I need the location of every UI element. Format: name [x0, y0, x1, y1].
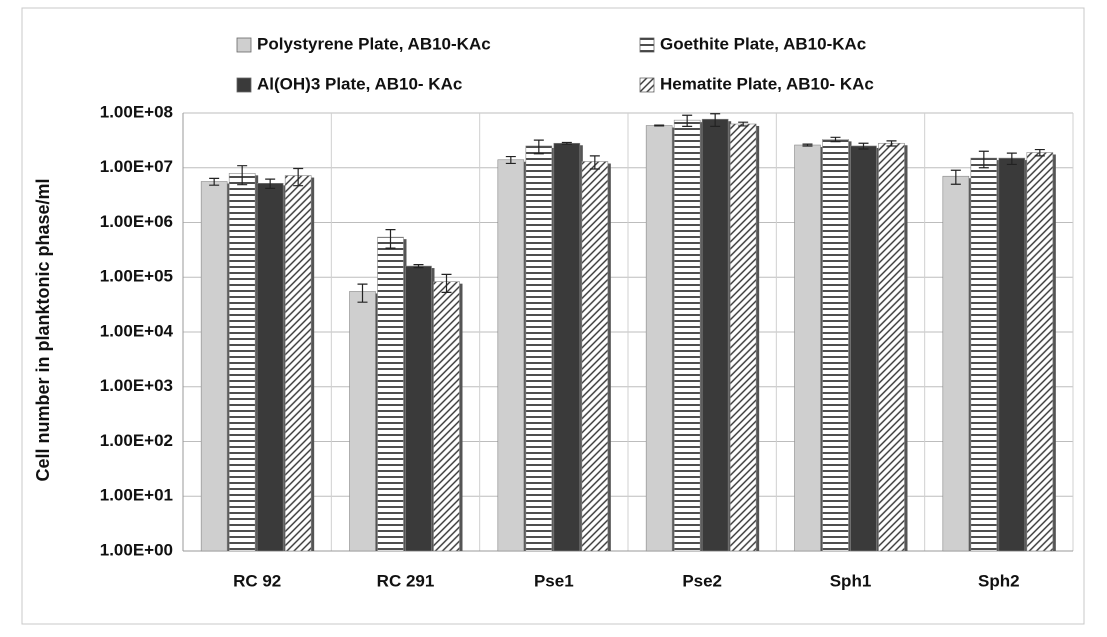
bar: [377, 236, 404, 552]
error-bar: [858, 142, 869, 150]
legend-label: Al(OH)3 Plate, AB10- KAc: [257, 74, 462, 93]
y-axis-label: Cell number in planktonic phase/ml: [33, 178, 53, 481]
y-tick-label: 1.00E+04: [100, 321, 174, 340]
y-tick-label: 1.00E+07: [100, 157, 173, 176]
y-tick-label: 1.00E+01: [100, 486, 173, 505]
error-bar: [385, 229, 396, 249]
bar: [850, 145, 877, 552]
error-bar: [441, 273, 452, 293]
error-bar: [533, 139, 544, 155]
y-tick-label: 1.00E+05: [100, 267, 173, 286]
bar: [525, 145, 553, 552]
bar: [878, 142, 905, 552]
y-tick-label: 1.00E+06: [100, 212, 173, 231]
x-tick-label: RC 291: [377, 571, 435, 590]
bar: [553, 142, 581, 552]
bar: [405, 265, 432, 552]
legend-swatch: [639, 37, 655, 53]
error-bar: [561, 141, 572, 145]
bar: [497, 159, 525, 552]
bar: [645, 125, 673, 552]
x-tick-label: Sph2: [978, 571, 1020, 590]
y-tick-label: 1.00E+08: [100, 102, 173, 121]
x-tick-label: Sph1: [830, 571, 872, 590]
error-bar: [802, 143, 813, 147]
bar: [942, 175, 970, 552]
bar: [822, 139, 849, 552]
y-tick-label: 1.00E+02: [100, 431, 173, 450]
bar: [349, 291, 376, 552]
bar: [256, 182, 284, 552]
bar: [729, 123, 757, 552]
bar: [228, 173, 256, 552]
legend-label: Polystyrene Plate, AB10-KAc: [257, 34, 491, 53]
bar: [673, 119, 701, 552]
y-tick-label: 1.00E+03: [100, 376, 173, 395]
error-bar: [209, 177, 220, 186]
x-tick-label: Pse2: [682, 571, 722, 590]
error-bar: [710, 113, 721, 127]
error-bar: [654, 124, 665, 127]
error-bar: [1006, 152, 1017, 166]
legend-swatch: [236, 77, 252, 93]
bar: [284, 175, 312, 552]
x-tick-label: RC 92: [233, 571, 281, 590]
bar: [433, 281, 460, 552]
error-bar: [589, 155, 600, 170]
error-bar: [237, 165, 248, 186]
error-bar: [413, 264, 424, 269]
bar: [998, 157, 1026, 552]
error-bar: [950, 169, 961, 185]
error-bar: [886, 140, 897, 147]
error-bar: [505, 155, 516, 165]
bar: [970, 157, 998, 552]
bar: [200, 181, 228, 552]
error-bar: [1034, 148, 1045, 157]
bar: [1026, 152, 1054, 552]
bar: [794, 144, 821, 552]
x-tick-label: Pse1: [534, 571, 574, 590]
legend-label: Hematite Plate, AB10- KAc: [660, 74, 874, 93]
error-bar: [830, 136, 841, 143]
legend-swatch: [639, 77, 655, 93]
bar: [581, 161, 609, 552]
legend-swatch: [236, 37, 252, 53]
error-bar: [265, 178, 276, 189]
error-bar: [293, 167, 304, 187]
error-bar: [978, 150, 989, 169]
error-bar: [738, 121, 749, 127]
error-bar: [357, 283, 368, 303]
y-tick-label: 1.00E+00: [100, 540, 173, 559]
error-bar: [682, 114, 693, 127]
bar: [701, 118, 729, 552]
legend-label: Goethite Plate, AB10-KAc: [660, 34, 866, 53]
